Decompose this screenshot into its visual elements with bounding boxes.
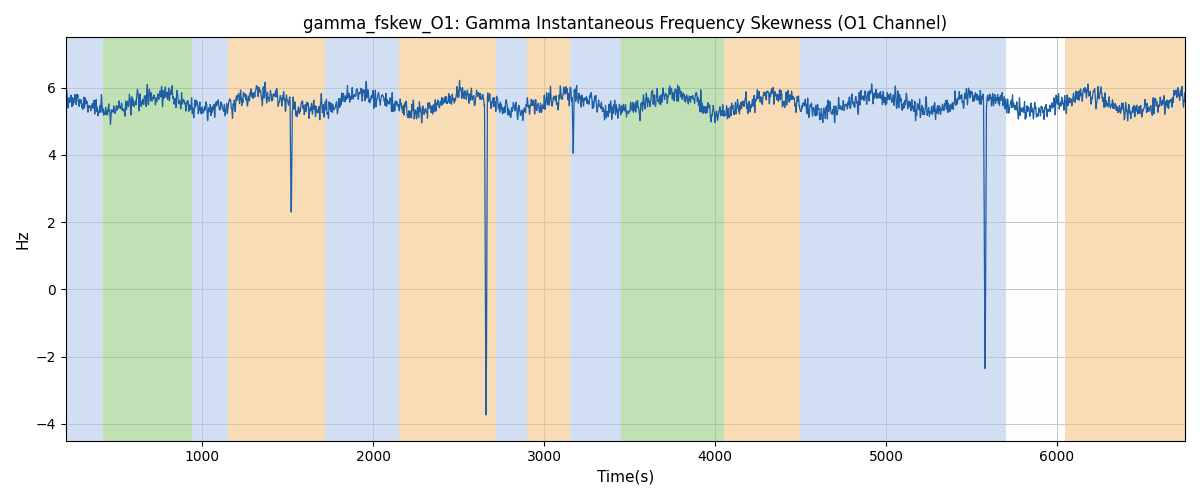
Bar [800,38,1006,440]
Bar [398,38,497,440]
Bar [325,38,398,440]
Bar [1066,38,1186,440]
Bar [1006,38,1066,440]
Title: gamma_fskew_O1: Gamma Instantaneous Frequency Skewness (O1 Channel): gamma_fskew_O1: Gamma Instantaneous Freq… [304,15,947,34]
Bar [192,38,228,440]
Bar [570,38,622,440]
Y-axis label: Hz: Hz [16,230,30,249]
X-axis label: Time(s): Time(s) [596,470,654,485]
Bar [497,38,527,440]
Bar [103,38,192,440]
Bar [66,38,103,440]
Bar [527,38,570,440]
Bar [724,38,800,440]
Bar [228,38,325,440]
Bar [622,38,724,440]
